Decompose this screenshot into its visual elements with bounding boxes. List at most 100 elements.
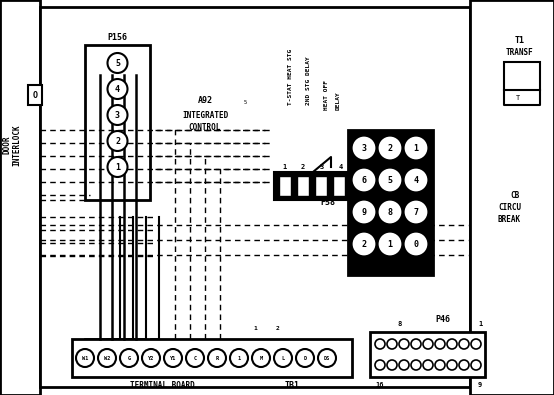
Circle shape: [142, 349, 160, 367]
Text: D: D: [304, 356, 306, 361]
Text: T1: T1: [515, 36, 525, 45]
Text: 3: 3: [115, 111, 120, 120]
Circle shape: [380, 234, 400, 254]
Circle shape: [274, 349, 292, 367]
Text: T-STAT HEAT STG: T-STAT HEAT STG: [288, 49, 293, 105]
Circle shape: [380, 138, 400, 158]
Circle shape: [354, 170, 374, 190]
Text: 16: 16: [376, 382, 384, 388]
Text: 6: 6: [362, 175, 367, 184]
Text: P46: P46: [435, 316, 450, 325]
Text: O: O: [33, 90, 38, 100]
Circle shape: [107, 53, 127, 73]
Text: 2: 2: [387, 143, 392, 152]
Circle shape: [252, 349, 270, 367]
Text: 2: 2: [301, 164, 305, 170]
Text: W1: W1: [82, 356, 88, 361]
Text: 1: 1: [387, 239, 392, 248]
Text: 1: 1: [253, 327, 257, 331]
Text: TB1: TB1: [285, 382, 300, 391]
Circle shape: [230, 349, 248, 367]
Text: R: R: [216, 356, 219, 361]
Text: M: M: [259, 356, 263, 361]
Text: DOOR
INTERLOCK: DOOR INTERLOCK: [2, 124, 22, 166]
Circle shape: [354, 234, 374, 254]
Circle shape: [435, 339, 445, 349]
Bar: [504, 62, 540, 90]
Circle shape: [120, 349, 138, 367]
Text: CIRCU: CIRCU: [499, 203, 521, 211]
Circle shape: [375, 339, 385, 349]
Circle shape: [107, 157, 127, 177]
Circle shape: [387, 360, 397, 370]
Bar: [274, 172, 352, 200]
Text: 1: 1: [238, 356, 240, 361]
Text: 2ND STG DELAY: 2ND STG DELAY: [305, 56, 310, 105]
Circle shape: [447, 360, 457, 370]
Circle shape: [380, 202, 400, 222]
Text: 1: 1: [478, 321, 482, 327]
Text: 0: 0: [413, 239, 418, 248]
Text: 8: 8: [398, 321, 402, 327]
Circle shape: [471, 360, 481, 370]
Circle shape: [208, 349, 226, 367]
Text: TRANSF: TRANSF: [506, 47, 534, 56]
Text: 1: 1: [282, 164, 286, 170]
Circle shape: [406, 138, 426, 158]
Text: T: T: [516, 95, 520, 101]
Text: HEAT OFF: HEAT OFF: [324, 80, 329, 110]
Bar: [348, 130, 433, 275]
Text: 1: 1: [413, 143, 418, 152]
Text: 2: 2: [362, 239, 367, 248]
Circle shape: [406, 202, 426, 222]
Text: CB: CB: [510, 190, 520, 199]
Circle shape: [406, 170, 426, 190]
Bar: [40, 7, 470, 387]
Text: BREAK: BREAK: [497, 214, 521, 224]
Circle shape: [375, 360, 385, 370]
Bar: [370, 332, 485, 377]
Circle shape: [423, 360, 433, 370]
Circle shape: [423, 339, 433, 349]
Circle shape: [399, 339, 409, 349]
Text: 4: 4: [339, 164, 343, 170]
Text: 1: 1: [115, 162, 120, 171]
Text: 9: 9: [362, 207, 367, 216]
Circle shape: [107, 131, 127, 151]
Bar: [470, 0, 554, 395]
Text: 4: 4: [115, 85, 120, 94]
Text: INTEGRATED: INTEGRATED: [182, 111, 228, 120]
Text: Y1: Y1: [170, 356, 176, 361]
Circle shape: [296, 349, 314, 367]
Bar: [0, 0, 40, 395]
Text: L: L: [281, 356, 285, 361]
Bar: [85, 45, 150, 200]
Bar: [279, 176, 291, 196]
Circle shape: [98, 349, 116, 367]
Text: 2: 2: [276, 327, 280, 331]
Text: DS: DS: [324, 356, 330, 361]
Text: 9: 9: [478, 382, 482, 388]
Text: CONTROL: CONTROL: [189, 122, 221, 132]
Circle shape: [354, 138, 374, 158]
Circle shape: [164, 349, 182, 367]
Circle shape: [406, 234, 426, 254]
Circle shape: [459, 339, 469, 349]
Text: TERMINAL BOARD: TERMINAL BOARD: [130, 382, 194, 391]
Circle shape: [107, 79, 127, 99]
Text: DELAY: DELAY: [336, 91, 341, 110]
Bar: [297, 176, 309, 196]
Text: 3: 3: [362, 143, 367, 152]
Circle shape: [459, 360, 469, 370]
Text: W2: W2: [104, 356, 110, 361]
Bar: [72, 339, 352, 377]
Circle shape: [447, 339, 457, 349]
Circle shape: [318, 349, 336, 367]
Circle shape: [387, 339, 397, 349]
Bar: [315, 176, 327, 196]
Text: Y2: Y2: [148, 356, 154, 361]
Text: 4: 4: [413, 175, 418, 184]
Text: P58: P58: [321, 198, 336, 207]
Circle shape: [471, 339, 481, 349]
Bar: [333, 176, 345, 196]
